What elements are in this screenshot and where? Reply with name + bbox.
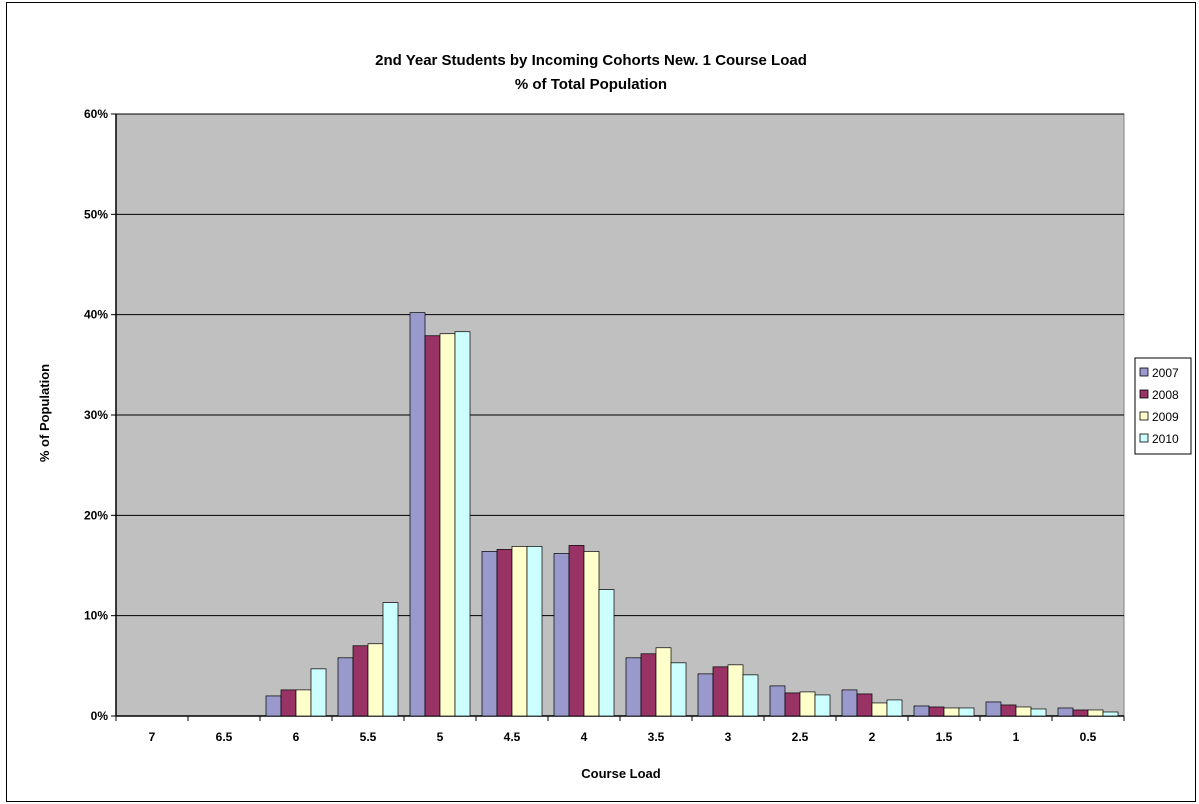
- bar-2009-1: [1015, 706, 1032, 717]
- x-tick-label: 3.5: [648, 730, 665, 744]
- x-tick-label: 2: [869, 730, 876, 744]
- bar-2008-0.5: [1072, 709, 1089, 717]
- legend-label-2007: 2007: [1152, 366, 1179, 380]
- bar-2008-4.5: [496, 549, 513, 717]
- y-tick-label: 40%: [84, 308, 108, 322]
- bar-2010-2: [886, 699, 903, 717]
- bar-2007-1: [985, 701, 1002, 717]
- x-tick-label: 1: [1013, 730, 1020, 744]
- chart-frame: 2nd Year Students by Incoming Cohorts Ne…: [6, 2, 1196, 802]
- bar-2009-0.5: [1087, 709, 1104, 717]
- legend-swatch-2007: [1139, 367, 1149, 377]
- bar-2007-4: [553, 553, 570, 717]
- legend-label-2010: 2010: [1152, 432, 1179, 446]
- bar-2008-4: [568, 545, 585, 717]
- y-tick-label: 30%: [84, 408, 108, 422]
- bar-2009-4: [583, 551, 600, 717]
- bar-2009-6: [295, 689, 312, 717]
- bar-2008-2: [856, 693, 873, 717]
- x-tick-label: 1.5: [936, 730, 953, 744]
- bar-2008-5.5: [352, 645, 369, 717]
- x-tick-label: 0.5: [1080, 730, 1097, 744]
- bar-2007-2.5: [769, 685, 786, 717]
- legend-swatch-2009: [1139, 411, 1149, 421]
- chart: 2nd Year Students by Incoming Cohorts Ne…: [37, 52, 1192, 781]
- bar-2009-1.5: [943, 707, 960, 717]
- bar-2007-2: [841, 689, 858, 717]
- bar-2008-2.5: [784, 692, 801, 717]
- bar-2007-5: [409, 312, 426, 717]
- bar-2010-5: [454, 331, 471, 717]
- bar-2007-3: [697, 673, 714, 717]
- bar-2008-3.5: [640, 653, 657, 717]
- legend-label-2009: 2009: [1152, 410, 1179, 424]
- y-tick-label: 50%: [84, 207, 108, 221]
- bar-2009-3: [727, 664, 744, 717]
- bar-2010-3.5: [670, 662, 687, 717]
- x-tick-label: 4.5: [504, 730, 521, 744]
- bar-2007-5.5: [337, 657, 354, 717]
- x-tick-label: 5.5: [360, 730, 377, 744]
- legend-swatch-2010: [1139, 433, 1149, 443]
- bar-2008-1: [1000, 704, 1017, 717]
- bar-2007-0.5: [1057, 707, 1074, 717]
- y-tick-label: 10%: [84, 609, 108, 623]
- bar-2009-4.5: [511, 546, 528, 717]
- chart-title: 2nd Year Students by Incoming Cohorts Ne…: [375, 52, 807, 69]
- x-tick-label: 4: [581, 730, 588, 744]
- bar-2010-5.5: [382, 602, 399, 717]
- x-tick-label: 3: [725, 730, 732, 744]
- legend-swatch-2008: [1139, 389, 1149, 399]
- bar-2009-2: [871, 702, 888, 717]
- bar-2008-1.5: [928, 706, 945, 717]
- y-tick-label: 20%: [84, 508, 108, 522]
- x-axis-title: Course Load: [581, 766, 661, 781]
- bar-2010-3: [742, 674, 759, 717]
- x-tick-label: 6: [293, 730, 300, 744]
- bar-2009-2.5: [799, 691, 816, 717]
- bar-2010-1.5: [958, 707, 975, 717]
- bar-2010-1: [1030, 708, 1047, 717]
- chart-subtitle: % of Total Population: [515, 76, 667, 93]
- bar-2010-0.5: [1102, 711, 1119, 717]
- legend-label-2008: 2008: [1152, 388, 1179, 402]
- bar-2010-2.5: [814, 694, 831, 717]
- bar-2007-1.5: [913, 705, 930, 717]
- y-tick-label: 60%: [84, 107, 108, 121]
- y-axis-title: % of Population: [37, 364, 52, 462]
- bar-2007-4.5: [481, 551, 498, 717]
- bar-2010-4: [598, 589, 615, 717]
- x-tick-label: 7: [149, 730, 156, 744]
- bar-2008-5: [424, 335, 441, 717]
- bar-2009-3.5: [655, 647, 672, 717]
- x-tick-label: 5: [437, 730, 444, 744]
- x-tick-label: 2.5: [792, 730, 809, 744]
- bar-2007-6: [265, 695, 282, 717]
- y-tick-label: 0%: [91, 709, 109, 723]
- bar-2009-5.5: [367, 643, 384, 717]
- bar-2010-6: [310, 668, 327, 717]
- bar-2008-3: [712, 666, 729, 717]
- bar-2009-5: [439, 333, 456, 717]
- bar-2008-6: [280, 689, 297, 717]
- x-tick-label: 6.5: [216, 730, 233, 744]
- bar-2007-3.5: [625, 657, 642, 717]
- bar-2010-4.5: [526, 546, 543, 717]
